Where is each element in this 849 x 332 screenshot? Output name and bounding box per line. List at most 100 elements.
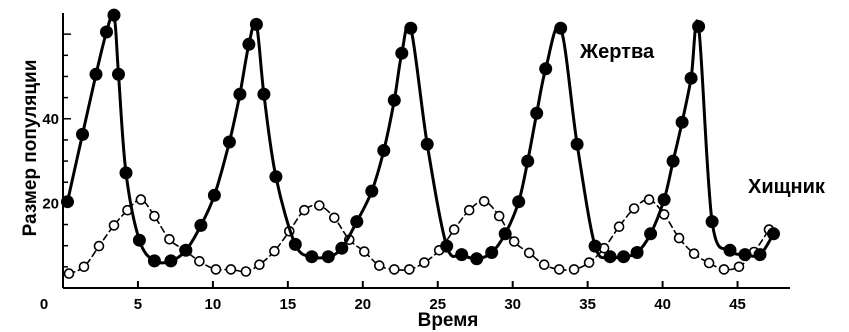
series-layer xyxy=(61,8,780,279)
data-point-predator-43 xyxy=(703,257,715,269)
data-point-predator-10 xyxy=(210,264,222,275)
data-point-predator-37 xyxy=(613,221,625,232)
data-point-prey-3 xyxy=(100,25,113,39)
data-point-prey-40 xyxy=(570,137,584,151)
data-point-prey-33 xyxy=(485,246,499,259)
x-axis-title: Время xyxy=(418,310,479,331)
data-point-predator-39 xyxy=(643,194,655,205)
data-point-prey-43 xyxy=(617,250,631,264)
axis-tick-labels: 0 5 10 15 20 25 30 35 40 45 20 40 xyxy=(40,111,746,313)
x-tick-label-0: 0 xyxy=(40,296,48,313)
data-point-prey-35 xyxy=(512,195,526,209)
data-point-prey-0 xyxy=(61,195,74,209)
data-point-prey-52 xyxy=(723,243,737,257)
data-point-predator-42 xyxy=(688,248,700,259)
data-point-prey-10 xyxy=(179,243,193,257)
x-tick-label-40: 40 xyxy=(654,296,671,313)
data-point-prey-46 xyxy=(657,193,671,207)
data-point-prey-51 xyxy=(705,215,719,229)
data-point-prey-34 xyxy=(498,227,512,241)
data-point-prey-36 xyxy=(521,154,535,168)
data-point-prey-38 xyxy=(539,62,553,76)
data-point-predator-6 xyxy=(149,210,160,222)
data-point-predator-14 xyxy=(269,245,280,257)
data-point-prey-54 xyxy=(753,248,767,262)
data-point-prey-39 xyxy=(554,21,568,35)
data-point-prey-12 xyxy=(207,188,221,202)
data-point-prey-18 xyxy=(269,170,283,184)
data-point-predator-30 xyxy=(508,236,520,247)
data-point-predator-16 xyxy=(298,204,310,216)
data-point-prey-2 xyxy=(89,67,103,81)
data-point-predator-41 xyxy=(673,232,685,244)
data-point-prey-30 xyxy=(440,239,454,253)
data-point-prey-23 xyxy=(350,215,364,229)
data-point-predator-12 xyxy=(240,266,252,277)
data-point-prey-41 xyxy=(588,239,602,253)
data-point-predator-11 xyxy=(225,264,237,275)
series-label-prey: Жертва xyxy=(579,41,655,63)
data-point-predator-45 xyxy=(733,261,745,273)
data-point-prey-13 xyxy=(222,135,236,149)
data-point-predator-13 xyxy=(254,259,265,271)
data-point-predator-32 xyxy=(538,259,550,271)
data-point-prey-7 xyxy=(132,233,146,247)
data-point-predator-3 xyxy=(108,220,120,231)
data-point-prey-21 xyxy=(321,250,335,264)
data-point-prey-8 xyxy=(147,254,161,268)
y-axis-title: Размер популяции xyxy=(20,60,41,237)
data-point-predator-23 xyxy=(403,264,415,275)
y-tick-label-20: 20 xyxy=(42,195,59,212)
data-point-prey-6 xyxy=(119,166,133,180)
data-point-predator-20 xyxy=(358,246,370,257)
data-point-prey-31 xyxy=(455,248,469,262)
y-tick-label-40: 40 xyxy=(42,111,59,128)
data-point-predator-44 xyxy=(718,264,730,275)
x-tick-label-20: 20 xyxy=(354,296,371,313)
data-point-predator-31 xyxy=(523,247,535,259)
x-tick-label-35: 35 xyxy=(579,296,596,313)
x-tick-label-45: 45 xyxy=(729,296,746,313)
data-point-predator-5 xyxy=(135,194,147,205)
data-point-predator-38 xyxy=(628,203,640,214)
data-point-prey-37 xyxy=(530,106,544,120)
series-line-prey xyxy=(66,11,775,265)
data-point-predator-9 xyxy=(194,255,205,267)
data-point-prey-49 xyxy=(684,71,698,85)
data-point-predator-29 xyxy=(493,210,505,222)
chart-axes xyxy=(62,13,790,289)
data-point-prey-24 xyxy=(365,184,379,198)
data-point-predator-28 xyxy=(478,196,490,207)
data-point-prey-27 xyxy=(395,46,409,60)
data-point-predator-27 xyxy=(463,204,475,216)
data-point-prey-19 xyxy=(288,237,302,251)
data-point-predator-2 xyxy=(93,240,105,252)
x-tick-label-15: 15 xyxy=(280,296,297,313)
data-point-predator-34 xyxy=(568,264,580,275)
data-point-prey-25 xyxy=(377,144,391,157)
data-point-predator-33 xyxy=(553,264,565,275)
data-point-prey-44 xyxy=(630,246,644,259)
data-point-prey-53 xyxy=(738,248,752,262)
data-point-prey-15 xyxy=(242,37,256,51)
series-prey xyxy=(61,8,780,268)
data-point-prey-48 xyxy=(675,115,689,129)
data-point-prey-5 xyxy=(112,67,125,81)
x-tick-label-10: 10 xyxy=(205,296,222,313)
series-label-predator: Хищник xyxy=(748,176,826,198)
data-point-prey-16 xyxy=(249,17,263,31)
data-point-predator-22 xyxy=(388,264,400,275)
data-point-predator-0 xyxy=(63,268,75,279)
data-point-prey-28 xyxy=(404,21,418,35)
data-point-predator-21 xyxy=(373,260,385,271)
axis-ticks xyxy=(63,33,739,288)
data-point-predator-1 xyxy=(78,261,90,273)
data-point-prey-47 xyxy=(666,154,680,168)
data-point-predator-18 xyxy=(328,212,340,224)
data-point-prey-55 xyxy=(767,227,780,241)
data-point-prey-29 xyxy=(420,137,434,151)
data-point-prey-4 xyxy=(107,8,121,22)
data-point-predator-35 xyxy=(583,257,595,268)
x-tick-label-5: 5 xyxy=(134,296,142,313)
data-point-prey-17 xyxy=(257,87,271,101)
